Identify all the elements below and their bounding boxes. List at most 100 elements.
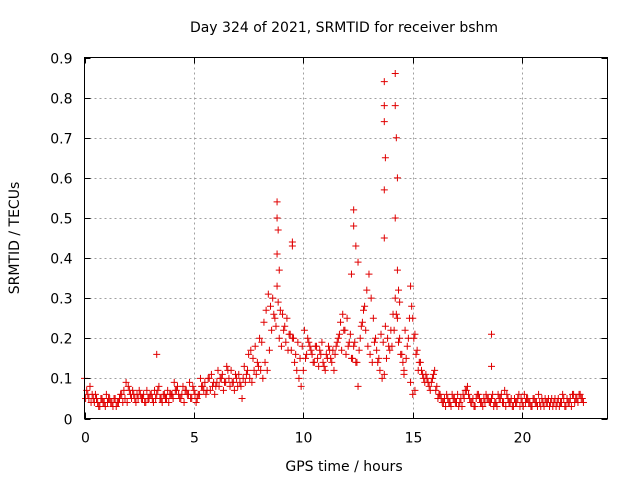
data-point — [363, 286, 371, 294]
data-point — [303, 350, 311, 358]
data-point — [250, 366, 258, 374]
data-point — [408, 302, 416, 310]
data-point — [537, 402, 545, 410]
data-point — [393, 174, 401, 182]
data-point — [333, 338, 341, 346]
data-point — [391, 70, 399, 78]
data-point — [219, 386, 227, 394]
data-point — [350, 206, 358, 214]
data-point — [388, 342, 396, 350]
x-axis: 0 5 10 15 20 — [81, 57, 531, 447]
data-point — [322, 350, 330, 358]
data-point — [362, 326, 370, 334]
data-point — [171, 386, 179, 394]
data-point — [224, 366, 232, 374]
data-point — [320, 362, 328, 370]
data-point — [369, 314, 377, 322]
data-point — [380, 102, 388, 110]
data-point — [198, 382, 206, 390]
data-point — [230, 386, 238, 394]
data-point — [202, 390, 210, 398]
data-point — [324, 342, 332, 350]
data-point — [407, 378, 415, 386]
data-point — [121, 394, 129, 402]
data-point — [170, 378, 178, 386]
data-point — [279, 310, 287, 318]
data-point — [412, 350, 420, 358]
data-point — [149, 398, 157, 406]
data-point — [186, 378, 194, 386]
data-point — [293, 366, 301, 374]
data-point — [123, 398, 131, 406]
data-point — [136, 390, 144, 398]
data-point — [354, 382, 362, 390]
data-point — [295, 374, 303, 382]
data-point — [463, 382, 471, 390]
data-point — [454, 390, 462, 398]
data-point — [397, 350, 405, 358]
data-point — [364, 342, 372, 350]
data-point — [405, 314, 413, 322]
data-point — [169, 394, 177, 402]
data-point — [300, 326, 308, 334]
data-point — [180, 398, 188, 406]
data-point — [86, 382, 94, 390]
data-point — [365, 270, 373, 278]
data-point — [350, 222, 358, 230]
data-point — [269, 294, 277, 302]
data-point — [289, 334, 297, 342]
data-point — [351, 338, 359, 346]
data-point — [410, 334, 418, 342]
data-point — [273, 282, 281, 290]
data-point — [263, 366, 271, 374]
data-point — [260, 318, 268, 326]
grid — [84, 57, 608, 419]
data-point — [259, 374, 267, 382]
data-point — [283, 314, 291, 322]
data-point — [574, 398, 582, 406]
y-tick-label: 0.4 — [50, 252, 72, 268]
data-point — [488, 362, 496, 370]
data-point — [327, 354, 335, 362]
data-point — [554, 394, 562, 402]
data-point — [97, 394, 105, 402]
y-tick-label: 0.6 — [50, 172, 72, 188]
data-point — [497, 390, 505, 398]
data-point — [340, 326, 348, 334]
data-point — [296, 354, 304, 362]
data-point — [256, 334, 264, 342]
data-point — [288, 242, 296, 250]
data-point — [187, 394, 195, 402]
data-point — [318, 338, 326, 346]
data-point — [393, 314, 401, 322]
data-point — [165, 398, 173, 406]
data-point — [367, 294, 375, 302]
data-point — [241, 378, 249, 386]
data-point — [373, 346, 381, 354]
data-point — [342, 350, 350, 358]
data-point — [311, 342, 319, 350]
data-point — [215, 382, 223, 390]
data-point — [314, 354, 322, 362]
data-point — [328, 358, 336, 366]
data-point — [204, 374, 212, 382]
data-point — [112, 402, 120, 410]
data-point — [337, 318, 345, 326]
data-point — [402, 354, 410, 362]
data-point — [377, 330, 385, 338]
data-point — [287, 346, 295, 354]
data-point — [395, 338, 403, 346]
y-tick-label: 0.2 — [50, 332, 72, 348]
data-point — [508, 402, 516, 410]
data-point — [82, 394, 90, 402]
data-point — [510, 394, 518, 402]
data-point — [238, 394, 246, 402]
data-point — [421, 378, 429, 386]
y-tick-label: 0.9 — [50, 52, 72, 68]
data-point — [381, 154, 389, 162]
data-point — [440, 394, 448, 402]
data-point — [251, 342, 259, 350]
data-point — [411, 330, 419, 338]
x-tick-label: 5 — [190, 431, 199, 447]
data-point — [330, 366, 338, 374]
